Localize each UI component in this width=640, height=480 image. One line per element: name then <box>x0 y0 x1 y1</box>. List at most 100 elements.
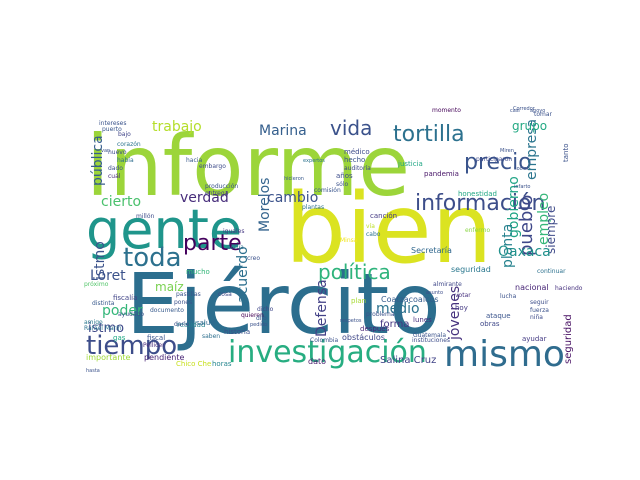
word: Coatzacoalcos <box>381 295 439 304</box>
word: embargo <box>199 163 226 170</box>
word: planta <box>500 224 516 268</box>
word: enfermo <box>465 227 491 234</box>
word: iguales <box>223 228 244 235</box>
word: problema <box>366 311 395 318</box>
word: pandemia <box>424 170 459 178</box>
word: Pellicer <box>143 342 165 349</box>
word: obras <box>480 320 500 328</box>
word: dicho <box>257 306 274 313</box>
word: hacia <box>186 157 202 164</box>
word: amigo <box>84 319 103 326</box>
word: sólo <box>336 181 348 188</box>
word: toda <box>123 243 182 273</box>
word: dato <box>308 357 326 366</box>
word: documento <box>150 307 184 314</box>
word: millón <box>136 213 155 220</box>
word: próximo <box>84 281 109 288</box>
word: participaron <box>476 156 512 163</box>
word: expertos <box>303 158 325 164</box>
word: votar <box>455 292 471 299</box>
word: Chico Che <box>176 360 211 368</box>
word: médico <box>344 148 370 156</box>
word: hasta <box>86 368 100 374</box>
word: instituciones <box>412 337 450 344</box>
word: saben <box>202 333 220 340</box>
word: canción <box>370 212 397 220</box>
word: seguridad <box>563 314 574 364</box>
word: ataque <box>486 312 511 320</box>
word: darle <box>174 321 190 328</box>
word: comisión <box>314 187 341 194</box>
word: lunes <box>413 316 432 324</box>
word: auditoría <box>344 165 371 172</box>
word: fuerza <box>530 307 549 314</box>
word: bajo <box>118 131 131 138</box>
word: Defensa <box>314 279 330 337</box>
word: distinta <box>92 300 115 307</box>
word: Guatemala <box>413 332 446 339</box>
word: honestidad <box>458 190 497 198</box>
word: obstáculos <box>342 333 385 342</box>
word: almirante <box>433 281 462 288</box>
word: mucho <box>186 268 210 276</box>
word: acuerdo <box>235 246 251 303</box>
word: tanto <box>562 144 570 163</box>
word: casi <box>510 108 520 114</box>
word: cambio <box>267 190 318 206</box>
word: pastillas <box>176 291 201 298</box>
word: mismo <box>444 334 565 375</box>
word: fiscal <box>147 334 165 342</box>
word: hicieron <box>284 176 304 182</box>
word: gobierno <box>506 176 522 238</box>
word: respetos <box>340 318 362 324</box>
word: dado <box>108 165 123 172</box>
word: tortilla <box>393 122 465 147</box>
word: vida <box>330 116 372 140</box>
word: lucha <box>500 293 517 300</box>
word: política <box>318 260 391 284</box>
word: siempre <box>544 206 558 254</box>
word: infarto <box>514 184 530 190</box>
word: cosa <box>218 291 232 298</box>
word: Colombia <box>310 337 339 344</box>
word: hoy <box>455 304 468 312</box>
word: empresa <box>524 119 540 180</box>
word: producción <box>205 183 238 190</box>
word: Ejército <box>126 255 441 353</box>
word: momento <box>432 107 461 114</box>
word: Miren <box>500 148 514 154</box>
word: investigación <box>228 335 427 370</box>
word: forma <box>380 319 409 330</box>
word: bien <box>285 173 493 285</box>
word: Rafael Marín <box>84 325 122 332</box>
word: actúa <box>227 244 244 251</box>
word: pendiente <box>144 353 185 362</box>
word: plantas <box>302 204 324 211</box>
word: ayudado <box>118 311 144 318</box>
word: intereses <box>99 120 126 127</box>
word: Morelos <box>257 178 273 232</box>
word: cierto <box>101 194 141 210</box>
word: ayudar <box>522 335 547 343</box>
word: tomar <box>534 111 553 118</box>
word: Oaxaca <box>498 244 551 260</box>
word: medio <box>376 301 420 317</box>
word: nacional <box>515 283 549 292</box>
word: niña <box>530 314 543 321</box>
word: Corredor <box>513 106 536 112</box>
word: Minsa <box>340 237 358 244</box>
word: gente <box>86 198 242 261</box>
word: Marina <box>259 123 307 139</box>
word: tiempo <box>86 331 177 361</box>
word: precio <box>464 150 532 175</box>
word: Secretaría <box>411 246 452 255</box>
word: justicia <box>397 160 423 168</box>
word: corazón <box>117 141 141 148</box>
word: vía <box>366 223 375 230</box>
word: trabajo <box>152 119 202 135</box>
word: apoyo <box>530 108 545 114</box>
word: van <box>101 148 110 154</box>
word: años <box>336 172 353 180</box>
word: salud <box>196 319 215 327</box>
